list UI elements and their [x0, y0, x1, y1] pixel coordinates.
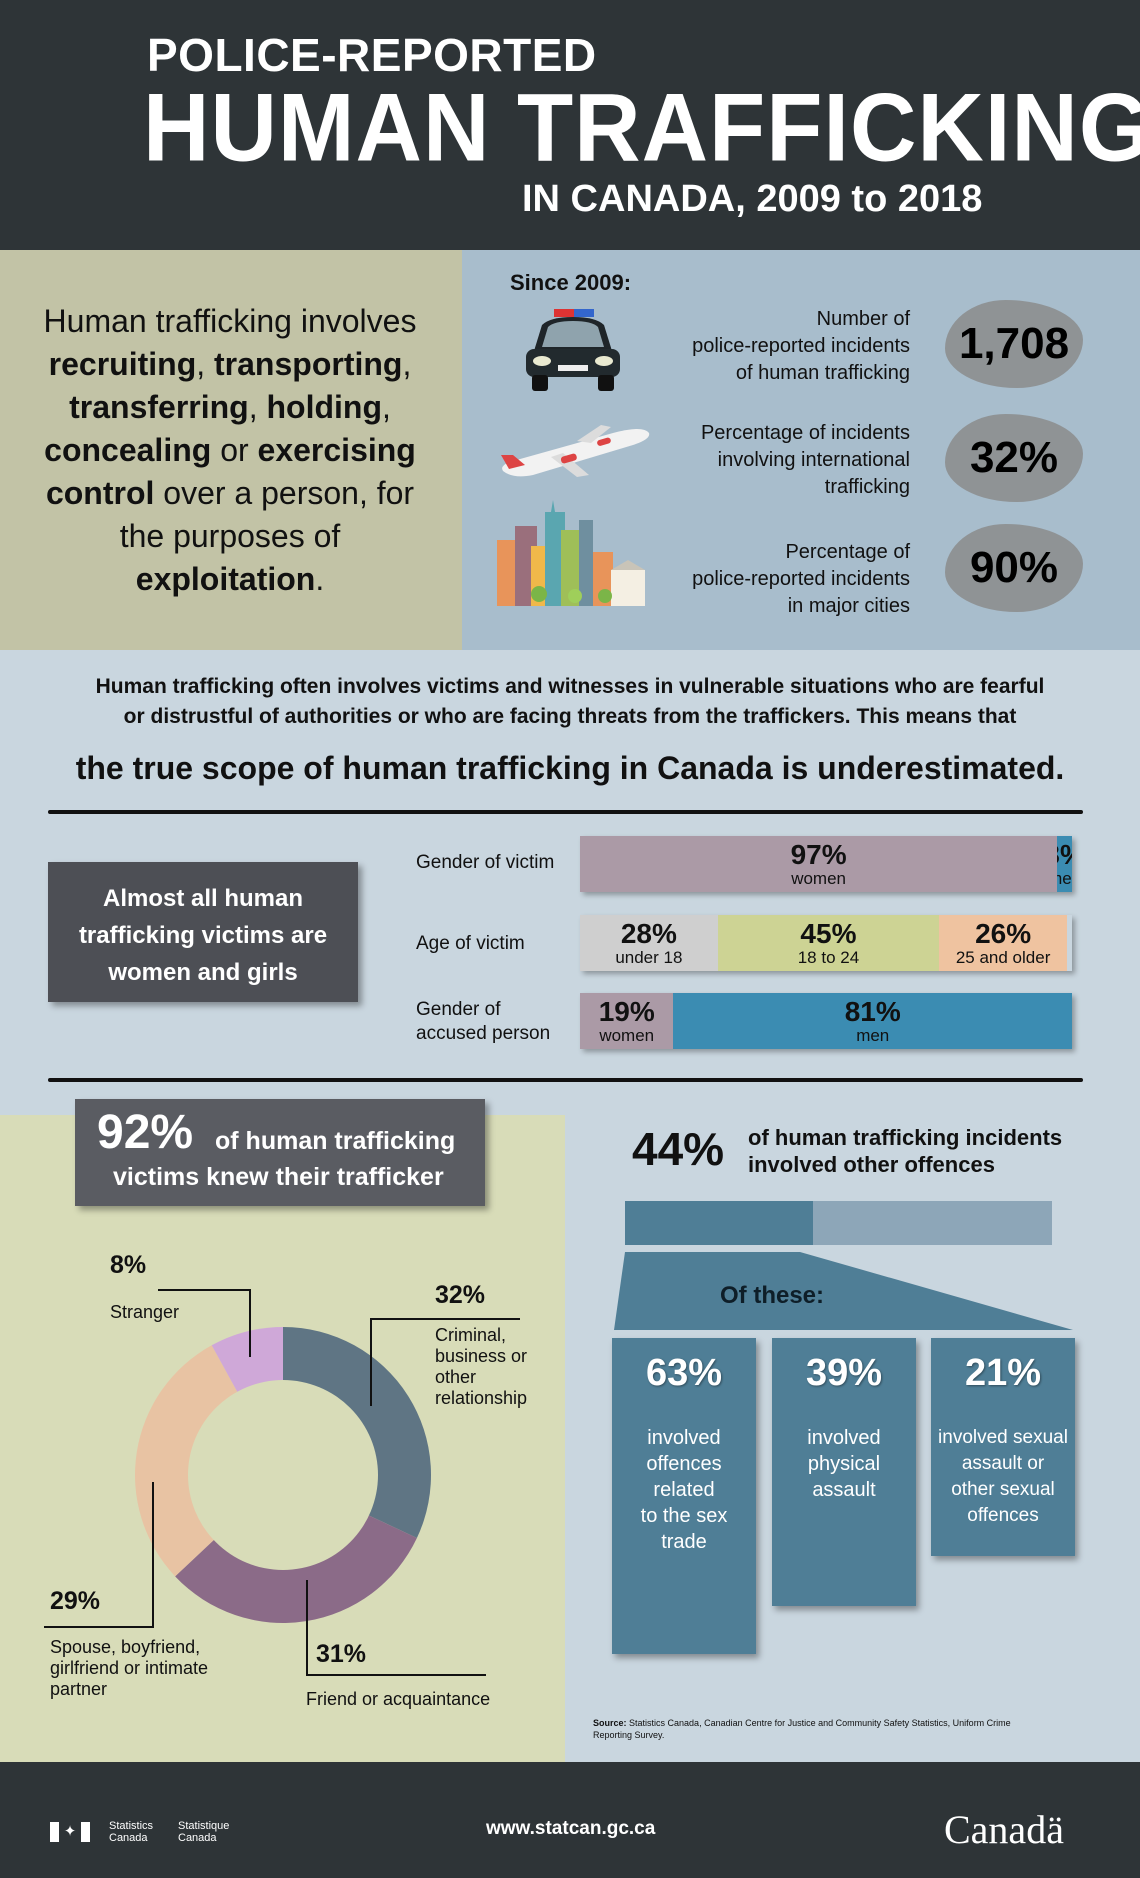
row-label-victim-gender: Gender of victim: [416, 852, 555, 873]
stat-value-cities: 90%: [945, 524, 1083, 612]
slice-label-stranger: Stranger: [110, 1302, 180, 1322]
bar-segment-pct: 45%: [800, 917, 857, 949]
city-skyline-icon: [497, 500, 645, 606]
canada-wordmark: Canadä: [944, 1807, 1064, 1852]
slice-pct-friend: 31%: [316, 1640, 367, 1668]
stat-label-international: Percentage of incidents involving interna…: [700, 422, 910, 498]
bar-segment-25-and-older: 26% 25 and older: [939, 915, 1068, 971]
slice-pct-criminal: 32%: [435, 1281, 486, 1309]
bar-segment-women: 97% women: [580, 836, 1058, 892]
title-main: HUMAN TRAFFICKING: [143, 74, 1140, 182]
divider-bottom: [48, 1078, 1083, 1082]
card-sex-trade: 63% involved offences related to the sex tra…: [612, 1338, 756, 1654]
slice-label-friend: Friend or acquaintance: [306, 1689, 491, 1709]
definition-text: Human trafficking involves recruiting, t…: [43, 303, 417, 597]
leader-stranger: [158, 1289, 251, 1357]
statcan-fr: Statistique Canada: [178, 1820, 230, 1844]
bar-segment-label: under 18: [615, 947, 683, 967]
bar-accused-gender: 19% women 81% men: [580, 993, 1072, 1049]
slice-pct-stranger: 8%: [110, 1251, 147, 1279]
scope-explanation: Human trafficking often involves victims…: [95, 675, 1045, 728]
canada-flag-icon: ✦: [50, 1822, 90, 1842]
of-these-funnel: [614, 1252, 1073, 1330]
leader-criminal: [370, 1318, 520, 1406]
bar-victim-age: 28% under 18 45% 18 to 24 26% 25 and older: [580, 915, 1072, 971]
donut-hole: [188, 1380, 378, 1570]
bar-segment-pct: 19%: [598, 995, 655, 1027]
row-label-accused-gender: Gender of accused person: [416, 999, 551, 1044]
knew-trafficker-callout: 92% of human trafficking victims knew th…: [75, 1099, 485, 1206]
bar-victim-gender: 97%women3%men: [580, 836, 1072, 892]
of-these-label: Of these:: [720, 1282, 825, 1309]
other-offences-bar-fill: [625, 1201, 813, 1245]
header-banner: POLICE-REPORTED HUMAN TRAFFICKING IN CAN…: [0, 0, 1140, 250]
definition-panel: Human trafficking involves recruiting, t…: [0, 250, 462, 650]
bar-segment-pct: 3%: [1057, 840, 1072, 869]
bar-segment-pct: 28%: [620, 917, 677, 949]
leader-friend: [306, 1580, 486, 1676]
stat-value-incidents: 1,708: [945, 300, 1083, 388]
airplane-icon: [501, 425, 650, 477]
divider-top: [48, 810, 1083, 814]
slice-pct-spouse: 29%: [50, 1587, 101, 1615]
stat-label-incidents: Number of police-reported incidents of hum…: [692, 308, 910, 384]
bar-segment-men: 81% men: [673, 993, 1072, 1049]
footer: ✦ Statistics Canada Statistique Canada www…: [0, 1762, 1140, 1878]
stat-value-international: 32%: [945, 414, 1083, 502]
leader-spouse: [44, 1482, 154, 1628]
bar-segment-men: 3%men: [1057, 836, 1072, 892]
slice-label-spouse: Spouse, boyfriend, girlfriend or intimate…: [50, 1637, 209, 1699]
knew-text-1: of human trafficking: [215, 1127, 456, 1155]
stat-label-cities: Percentage of police-reported incidents in…: [692, 541, 910, 617]
bar-segment-label: men: [856, 1025, 890, 1045]
bar-segment-pct: 26%: [975, 917, 1032, 949]
other-offences-bar: [625, 1201, 1052, 1245]
bar-segment-women: 19% women: [580, 993, 674, 1049]
other-offences-text: of human trafficking incidents involved …: [748, 1125, 1063, 1177]
source-note: Source: Statistics Canada, Canadian Cent…: [593, 1718, 1011, 1740]
police-car-icon: [526, 309, 620, 391]
card-physical-assault: 39% involved physical assault: [772, 1338, 916, 1606]
bar-segment-label: 25 and older: [955, 947, 1051, 967]
card-sexual-assault: 21% involved sexual assault or other sexua…: [931, 1338, 1075, 1556]
since-heading: Since 2009:: [510, 270, 632, 295]
bar-segment-label: 18 to 24: [797, 947, 860, 967]
relationship-donut-chart: [134, 1327, 432, 1624]
bar-segment-label: men: [1057, 868, 1072, 888]
statcan-en: Statistics Canada: [109, 1820, 154, 1844]
title-line-1: POLICE-REPORTED: [147, 29, 597, 81]
women-girls-callout: Almost all human trafficking victims are…: [48, 862, 358, 1002]
title-subtitle: IN CANADA, 2009 to 2018: [522, 178, 983, 220]
scope-emphasis: the true scope of human trafficking in C…: [75, 750, 1065, 786]
bar-segment-18-to-24: 45% 18 to 24: [717, 915, 940, 971]
knew-pct: 92%: [97, 1106, 194, 1159]
slice-label-criminal: Criminal, business or other relationship: [435, 1325, 528, 1408]
bar-segment-label: women: [791, 868, 847, 888]
other-offences-pct: 44%: [632, 1123, 725, 1175]
bar-segment-under-18: 28% under 18: [580, 915, 718, 971]
bar-segment-label: women: [599, 1025, 655, 1045]
knew-text-2: victims knew their trafficker: [113, 1163, 444, 1191]
statcan-url-link[interactable]: www.statcan.gc.ca: [486, 1818, 656, 1839]
bar-segment-pct: 97%: [790, 838, 847, 870]
bar-segment-pct: 81%: [844, 995, 901, 1027]
row-label-victim-age: Age of victim: [416, 933, 525, 954]
